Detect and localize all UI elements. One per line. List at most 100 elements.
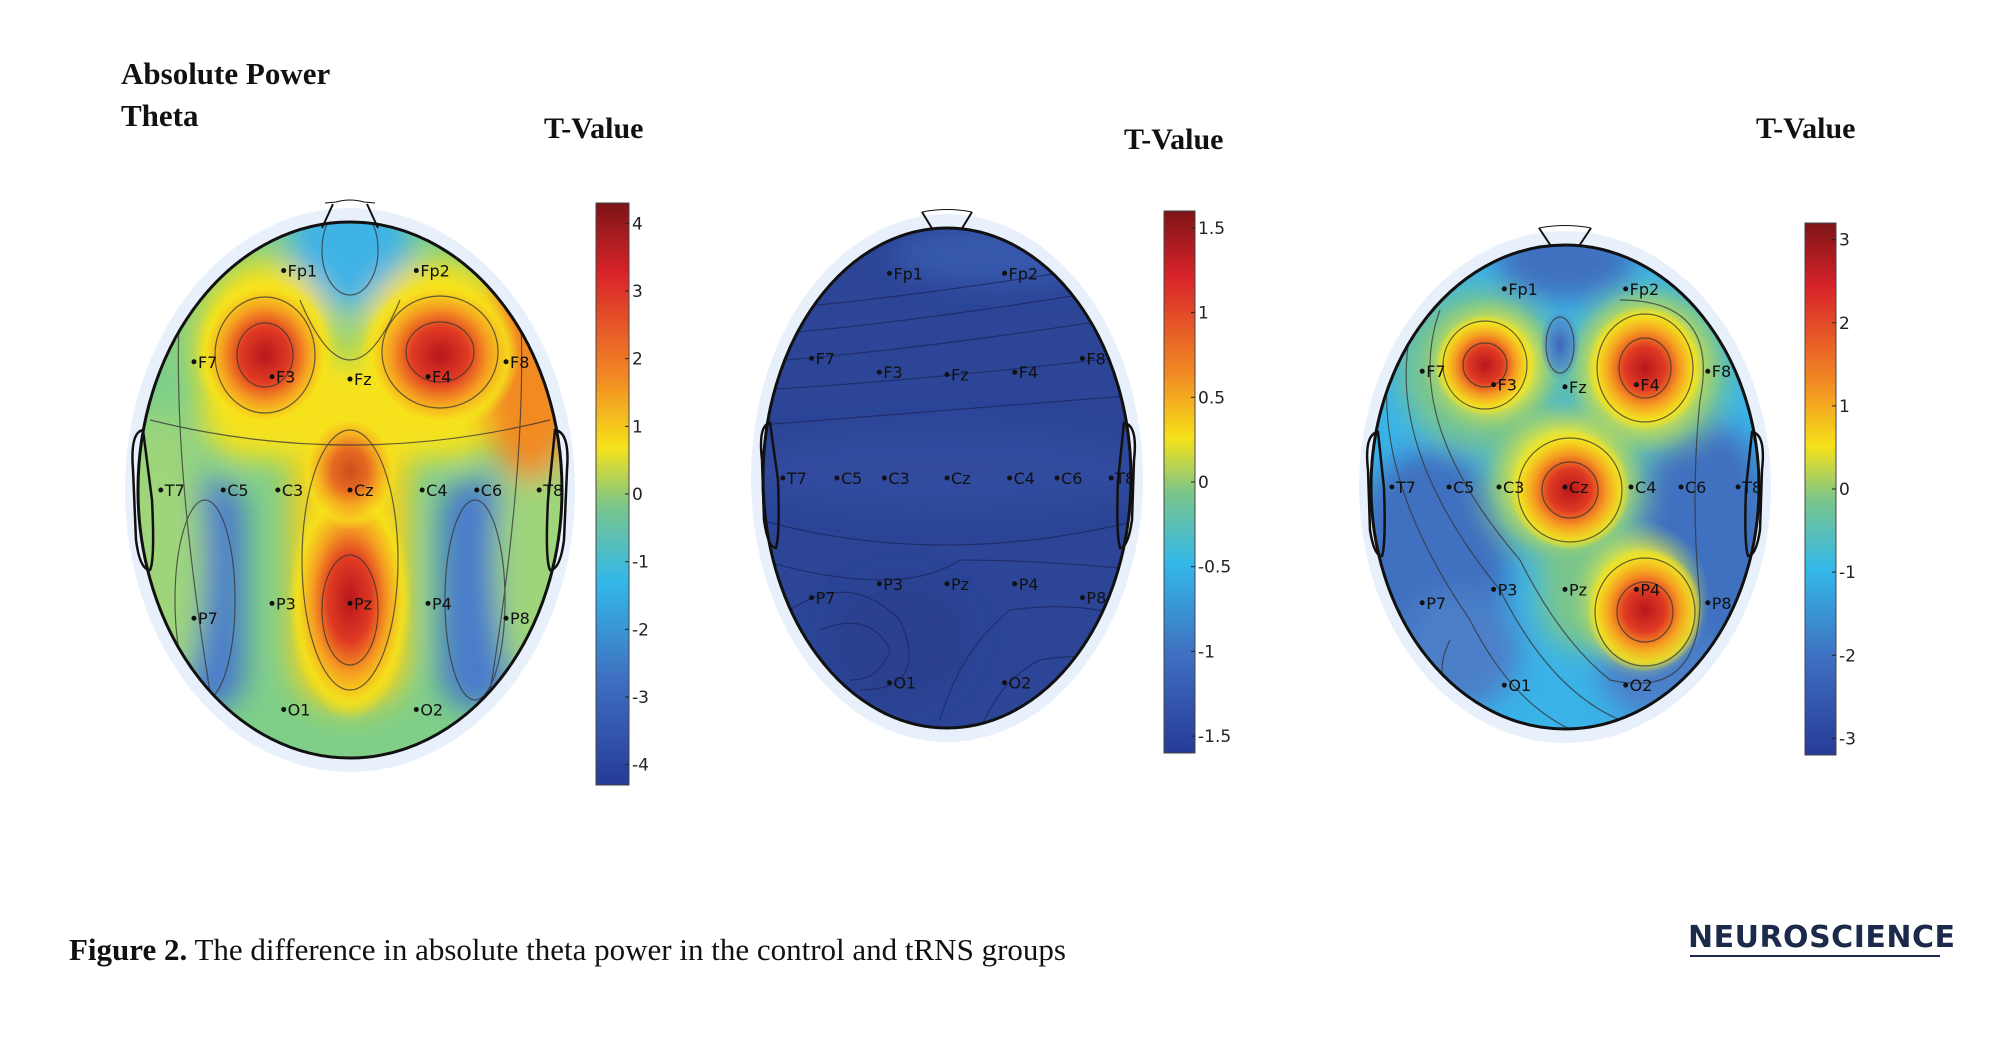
- electrode-label-p4-2: P4: [1019, 575, 1039, 594]
- electrode-label-pz-3: Pz: [1569, 580, 1587, 599]
- electrode-label-t8-3: T8: [1741, 478, 1762, 497]
- electrode-dot-o2-2: [1002, 680, 1008, 686]
- electrode-dot-f3-3: [1491, 382, 1497, 388]
- colorbar-tick-label-2: -1: [1198, 642, 1215, 662]
- colorbar-tick-label-2: -1.5: [1198, 727, 1231, 747]
- electrode-dot-c5-3: [1446, 484, 1452, 490]
- electrode-label-fp1-2: Fp1: [893, 264, 923, 283]
- colorbar-tick-label-1: 4: [632, 214, 643, 234]
- electrode-label-pz-1: Pz: [354, 594, 372, 613]
- topomap-1: Fp1 Fp2 F7 F3 Fz F4 F8 T7 C5 C3 Cz C4 C6 T8 P7 P3 Pz P4 P8…: [125, 199, 649, 786]
- electrode-dot-fp1-3: [1501, 286, 1507, 292]
- electrode-dot-cz-3: [1562, 484, 1568, 490]
- electrode-label-c3-2: C3: [888, 469, 909, 488]
- electrode-dot-c4-3: [1628, 484, 1634, 490]
- ear-left-2: [759, 421, 780, 550]
- electrode-label-pz-2: Pz: [951, 575, 969, 594]
- electrode-dot-fp2-1: [413, 268, 419, 274]
- electrode-label-f8-2: F8: [1086, 349, 1105, 368]
- electrode-label-t8-1: T8: [542, 481, 563, 500]
- electrode-dot-f7-1: [191, 359, 197, 365]
- electrode-dot-p4-2: [1012, 581, 1018, 587]
- electrode-label-p4-1: P4: [432, 594, 452, 613]
- electrode-label-p8-2: P8: [1086, 589, 1106, 608]
- electrode-dot-p7-2: [809, 595, 815, 601]
- electrode-label-c6-1: C6: [481, 481, 502, 500]
- electrode-dot-fp2-3: [1623, 286, 1629, 292]
- electrode-dot-f4-1: [425, 374, 431, 380]
- electrode-label-c5-1: C5: [227, 481, 248, 500]
- electrode-label-cz-3: Cz: [1569, 478, 1589, 497]
- electrode-dot-f3-2: [876, 369, 882, 375]
- nose-3: [1538, 227, 1592, 247]
- topomap-2: Fp1 Fp2 F7 F3 Fz F4 F8 T7 C5 C3 Cz C4 C6 T8 P7 P3 Pz P4 P8…: [751, 209, 1231, 754]
- electrode-dot-p7-3: [1419, 600, 1425, 606]
- electrode-label-fp2-2: Fp2: [1009, 264, 1039, 283]
- colorbar-tick-label-1: 0: [632, 485, 643, 505]
- electrode-dot-fp2-2: [1002, 270, 1008, 276]
- electrode-dot-pz-3: [1562, 586, 1568, 592]
- electrode-label-p7-3: P7: [1426, 594, 1446, 613]
- electrode-dot-fz-3: [1562, 384, 1568, 390]
- ear-right-1: [545, 428, 569, 572]
- electrode-label-fz-1: Fz: [354, 370, 372, 389]
- colorbar-1: [595, 202, 630, 786]
- electrode-label-t7-1: T7: [164, 481, 185, 500]
- electrode-dot-c6-1: [474, 487, 480, 493]
- electrode-dot-c4-2: [1007, 475, 1013, 481]
- electrode-label-f7-3: F7: [1426, 362, 1445, 381]
- electrode-dot-c6-2: [1054, 475, 1060, 481]
- colorbar-tick-label-2: 0.5: [1198, 388, 1225, 408]
- caption-text: The difference in absolute theta power i…: [194, 932, 1066, 967]
- electrode-dot-f3-1: [269, 374, 275, 380]
- electrode-dot-c3-3: [1496, 484, 1502, 490]
- electrode-label-c4-1: C4: [426, 481, 447, 500]
- electrode-dot-c4-1: [419, 487, 425, 493]
- electrode-label-c3-3: C3: [1503, 478, 1524, 497]
- electrode-label-f7-2: F7: [816, 349, 835, 368]
- colorbar-tick-label-3: 3: [1839, 231, 1850, 251]
- electrode-label-o2-2: O2: [1009, 674, 1032, 693]
- colorbar-tick-label-2: 1.5: [1198, 219, 1225, 239]
- electrode-dot-o2-3: [1623, 682, 1629, 688]
- electrode-label-p4-3: P4: [1640, 580, 1660, 599]
- colorbar-tick-label-2: 0: [1198, 473, 1209, 493]
- electrode-dot-p3-2: [876, 581, 882, 587]
- electrode-dot-fz-1: [347, 376, 353, 382]
- electrode-dot-cz-1: [347, 487, 353, 493]
- electrode-label-cz-1: Cz: [354, 481, 374, 500]
- electrode-label-o1-1: O1: [288, 700, 311, 719]
- electrode-label-c4-2: C4: [1014, 469, 1035, 488]
- electrode-label-t7-3: T7: [1395, 478, 1416, 497]
- electrode-label-c6-2: C6: [1061, 469, 1082, 488]
- electrode-label-c5-3: C5: [1453, 478, 1474, 497]
- colorbar-tick-label-1: 2: [632, 350, 643, 370]
- electrode-dot-o1-3: [1501, 682, 1507, 688]
- colorbar-tick-label-3: -2: [1839, 646, 1856, 666]
- electrode-dot-fp1-2: [886, 270, 892, 276]
- electrode-dot-pz-1: [347, 600, 353, 606]
- colorbar-tick-label-1: -1: [632, 553, 649, 573]
- ear-right-3: [1744, 430, 1765, 558]
- electrode-label-p3-3: P3: [1498, 580, 1518, 599]
- electrode-label-f4-2: F4: [1019, 363, 1038, 382]
- figure-caption: Figure 2. The difference in absolute the…: [69, 932, 1066, 968]
- electrode-label-t7-2: T7: [786, 469, 807, 488]
- electrode-dot-p4-3: [1633, 586, 1639, 592]
- nose-2: [921, 211, 973, 231]
- logo-underline: [1690, 955, 1940, 957]
- electrode-label-f7-1: F7: [198, 353, 217, 372]
- electrode-dot-f8-1: [503, 359, 509, 365]
- electrode-label-o2-3: O2: [1630, 676, 1653, 695]
- colorbar-tick-label-1: 3: [632, 282, 643, 302]
- electrode-dot-t7-3: [1389, 484, 1395, 490]
- electrode-label-o1-3: O1: [1508, 676, 1531, 695]
- colorbar-tick-label-1: -4: [632, 756, 649, 776]
- electrode-dot-f8-2: [1079, 355, 1085, 361]
- electrode-label-f8-3: F8: [1712, 362, 1731, 381]
- electrode-dot-c5-2: [834, 475, 840, 481]
- electrode-label-fz-3: Fz: [1569, 378, 1587, 397]
- electrode-label-o2-1: O2: [420, 700, 443, 719]
- electrode-label-cz-2: Cz: [951, 469, 971, 488]
- electrode-label-f8-1: F8: [510, 353, 529, 372]
